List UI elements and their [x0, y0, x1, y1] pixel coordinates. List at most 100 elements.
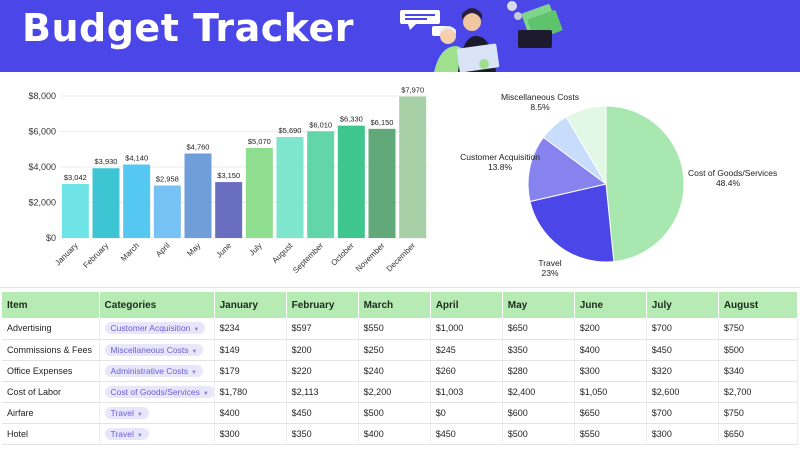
column-header[interactable]: March	[358, 292, 431, 318]
amount-cell[interactable]: $179	[214, 360, 287, 382]
item-cell[interactable]: Commissions & Fees	[2, 339, 100, 361]
amount-cell[interactable]: $350	[286, 423, 359, 445]
column-header[interactable]: August	[718, 292, 799, 318]
bar[interactable]	[61, 184, 89, 238]
amount-cell[interactable]: $300	[214, 423, 287, 445]
chevron-down-icon[interactable]: ▼	[136, 432, 143, 439]
amount-cell[interactable]: $2,200	[358, 381, 431, 403]
amount-cell[interactable]: $149	[214, 339, 287, 361]
column-header[interactable]: February	[286, 292, 359, 318]
chevron-down-icon[interactable]: ▼	[191, 348, 198, 355]
pie-slice[interactable]	[529, 183, 615, 263]
amount-cell[interactable]: $220	[286, 360, 359, 382]
amount-cell[interactable]: $1,000	[430, 318, 503, 340]
amount-cell[interactable]: $650	[574, 402, 647, 424]
chevron-down-icon[interactable]: ▼	[193, 327, 200, 334]
amount-cell[interactable]: $400	[358, 423, 431, 445]
amount-cell[interactable]: $500	[502, 423, 575, 445]
amount-cell[interactable]: $2,700	[718, 381, 799, 403]
bar[interactable]	[368, 128, 396, 238]
bar[interactable]	[337, 125, 365, 238]
chevron-down-icon[interactable]: ▼	[191, 369, 197, 376]
amount-cell[interactable]: $245	[430, 339, 503, 361]
pie-slice[interactable]	[527, 136, 608, 203]
item-cell[interactable]: Cost of Labor	[2, 381, 100, 403]
chevron-down-icon[interactable]: ▼	[136, 411, 143, 418]
bar[interactable]	[399, 96, 427, 238]
table-row[interactable]: Advertising Customer Acquisition ▼ $234 $597…	[2, 318, 799, 340]
pie-slice[interactable]	[565, 105, 607, 186]
column-header[interactable]: Categories	[99, 292, 215, 318]
amount-cell[interactable]: $1,780	[214, 381, 287, 403]
amount-cell[interactable]: $750	[718, 318, 799, 340]
bar[interactable]	[123, 164, 151, 238]
bar[interactable]	[92, 168, 120, 238]
amount-cell[interactable]: $240	[358, 360, 431, 382]
amount-cell[interactable]: $320	[646, 360, 719, 382]
category-dropdown[interactable]: Administrative Costs ▼	[104, 364, 203, 377]
category-dropdown[interactable]: Travel ▼	[104, 427, 149, 440]
pie-slice[interactable]	[605, 105, 685, 263]
amount-cell[interactable]: $200	[286, 339, 359, 361]
amount-cell[interactable]: $2,600	[646, 381, 719, 403]
category-cell[interactable]: Cost of Goods/Services ▼	[99, 381, 215, 403]
item-cell[interactable]: Office Expenses	[2, 360, 100, 382]
amount-cell[interactable]: $2,113	[286, 381, 359, 403]
column-header[interactable]: July	[646, 292, 719, 318]
column-header[interactable]: April	[430, 292, 503, 318]
amount-cell[interactable]: $650	[502, 318, 575, 340]
amount-cell[interactable]: $400	[214, 402, 287, 424]
amount-cell[interactable]: $400	[574, 339, 647, 361]
amount-cell[interactable]: $2,400	[502, 381, 575, 403]
table-row[interactable]: Hotel Travel ▼ $300 $350 $400 $450 $500 $550 $300…	[2, 423, 799, 445]
category-dropdown[interactable]: Miscellaneous Costs ▼	[104, 343, 204, 356]
category-cell[interactable]: Miscellaneous Costs ▼	[99, 339, 215, 361]
table-row[interactable]: Commissions & Fees Miscellaneous Costs ▼ $1…	[2, 339, 799, 361]
bar[interactable]	[276, 137, 304, 238]
amount-cell[interactable]: $250	[358, 339, 431, 361]
amount-cell[interactable]: $450	[286, 402, 359, 424]
category-cell[interactable]: Customer Acquisition ▼	[99, 318, 215, 340]
amount-cell[interactable]: $450	[646, 339, 719, 361]
item-cell[interactable]: Hotel	[2, 423, 100, 445]
amount-cell[interactable]: $200	[574, 318, 647, 340]
chevron-down-icon[interactable]: ▼	[202, 390, 209, 397]
amount-cell[interactable]: $597	[286, 318, 359, 340]
category-dropdown[interactable]: Cost of Goods/Services ▼	[104, 385, 214, 398]
item-cell[interactable]: Airfare	[2, 402, 100, 424]
amount-cell[interactable]: $550	[574, 423, 647, 445]
bar[interactable]	[245, 148, 273, 238]
category-dropdown[interactable]: Travel ▼	[104, 406, 149, 419]
amount-cell[interactable]: $1,050	[574, 381, 647, 403]
table-row[interactable]: Office Expenses Administrative Costs ▼ $179…	[2, 360, 799, 382]
amount-cell[interactable]: $340	[718, 360, 799, 382]
amount-cell[interactable]: $260	[430, 360, 503, 382]
bar[interactable]	[215, 182, 243, 238]
amount-cell[interactable]: $600	[502, 402, 575, 424]
item-cell[interactable]: Advertising	[2, 318, 100, 340]
amount-cell[interactable]: $750	[718, 402, 799, 424]
category-cell[interactable]: Travel ▼	[99, 402, 215, 424]
amount-cell[interactable]: $234	[214, 318, 287, 340]
amount-cell[interactable]: $500	[718, 339, 799, 361]
column-header[interactable]: May	[502, 292, 575, 318]
amount-cell[interactable]: $0	[430, 402, 503, 424]
column-header[interactable]: Item	[2, 292, 100, 318]
amount-cell[interactable]: $650	[718, 423, 799, 445]
table-row[interactable]: Cost of Labor Cost of Goods/Services ▼ $1,7…	[2, 381, 799, 403]
amount-cell[interactable]: $700	[646, 402, 719, 424]
amount-cell[interactable]: $280	[502, 360, 575, 382]
amount-cell[interactable]: $300	[574, 360, 647, 382]
bar[interactable]	[153, 185, 181, 238]
amount-cell[interactable]: $300	[646, 423, 719, 445]
category-cell[interactable]: Travel ▼	[99, 423, 215, 445]
bar[interactable]	[307, 131, 335, 238]
amount-cell[interactable]: $500	[358, 402, 431, 424]
amount-cell[interactable]: $550	[358, 318, 431, 340]
category-dropdown[interactable]: Customer Acquisition ▼	[104, 322, 206, 335]
amount-cell[interactable]: $700	[646, 318, 719, 340]
category-cell[interactable]: Administrative Costs ▼	[99, 360, 215, 382]
amount-cell[interactable]: $1,003	[430, 381, 503, 403]
table-row[interactable]: Airfare Travel ▼ $400 $450 $500 $0 $600 $650 $700…	[2, 402, 799, 424]
bar[interactable]	[184, 153, 212, 238]
